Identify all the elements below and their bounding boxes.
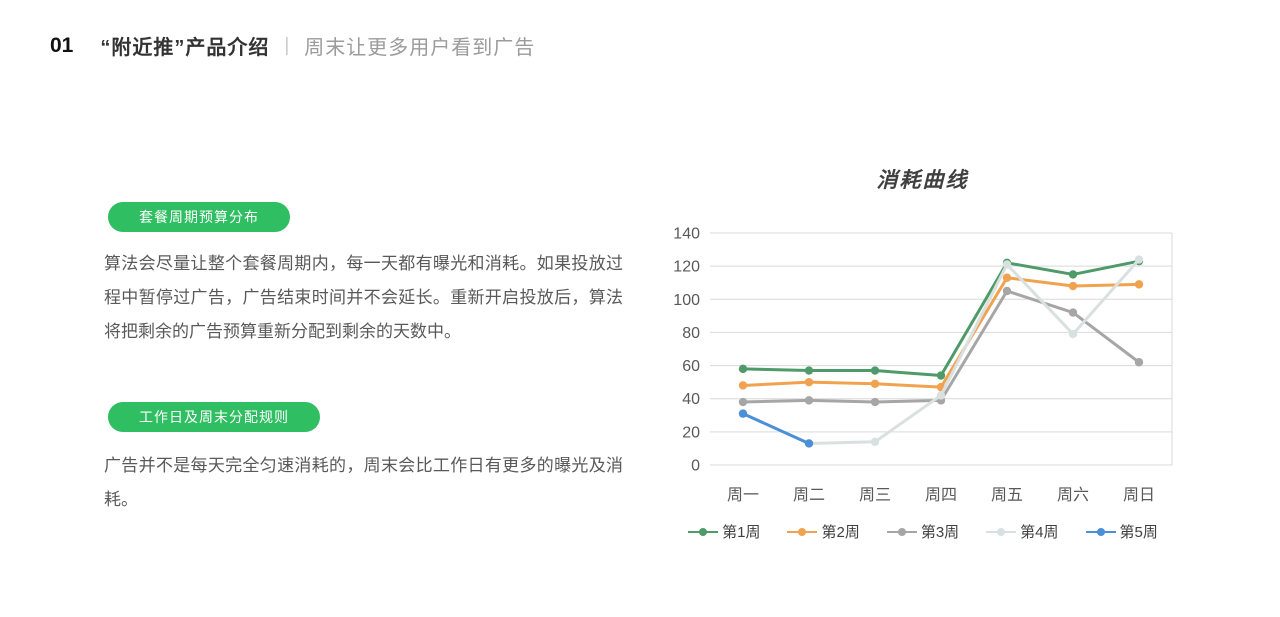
legend-label: 第1周 (722, 524, 761, 541)
x-tick-label: 周五 (991, 487, 1023, 504)
paragraph-budget-distribution: 算法会尽量让整个套餐周期内，每一天都有曝光和消耗。如果投放过程中暂停过广告，广告… (104, 254, 623, 341)
data-point-week3-周二 (804, 396, 814, 405)
data-point-week4-周三 (870, 437, 880, 446)
slide-header: 01 “附近推”产品介绍 | 周末让更多用户看到广告 (50, 31, 535, 60)
y-tick-label: 80 (682, 325, 700, 342)
data-point-week2-周二 (804, 377, 814, 387)
legend-label: 第5周 (1119, 524, 1158, 541)
data-point-week3-周六 (1068, 308, 1078, 317)
data-point-week2-周一 (738, 381, 748, 390)
y-tick-label: 0 (691, 458, 700, 475)
x-tick-label: 周日 (1123, 487, 1155, 504)
series-line-week4 (807, 258, 1141, 445)
badge-weekday-weekend-rule: 工作日及周末分配规则 (108, 402, 320, 432)
data-point-week3-周三 (870, 397, 880, 407)
data-point-week2-周三 (870, 379, 880, 388)
data-point-week1-周三 (870, 366, 880, 375)
y-tick-label: 20 (682, 424, 700, 441)
section-number: 01 (50, 33, 74, 57)
data-point-week3-周日 (1134, 358, 1144, 367)
series-line-week5 (741, 412, 811, 445)
legend-item-week1: 第1周 (687, 521, 760, 542)
page-title: “附近推”产品介绍 (100, 37, 270, 59)
y-tick-label: 100 (673, 292, 700, 309)
chart-legend: 第1周 第2周 第3周 第4周 第5周 (650, 521, 1195, 542)
x-tick-label: 周六 (1057, 486, 1089, 504)
legend-marker-icon (688, 527, 719, 536)
data-point-week4-周四 (936, 391, 946, 400)
page-subtitle: 周末让更多用户看到广告 (304, 37, 536, 59)
data-point-week2-周日 (1134, 280, 1144, 289)
legend-marker-icon (886, 527, 917, 536)
data-point-week2-周五 (1002, 273, 1012, 282)
y-tick-label: 60 (682, 358, 700, 375)
data-point-week4-周日 (1134, 255, 1144, 264)
data-point-week2-周六 (1068, 281, 1078, 291)
legend-marker-icon (1085, 527, 1116, 536)
y-tick-label: 120 (673, 259, 700, 276)
data-point-week4-周六 (1068, 329, 1078, 339)
legend-label: 第3周 (920, 524, 960, 541)
legend-item-week4: 第4周 (985, 521, 1059, 542)
data-point-week1-周四 (936, 371, 946, 380)
x-tick-label: 周四 (925, 487, 957, 504)
x-tick-label: 周二 (793, 487, 825, 504)
legend-label: 第2周 (821, 524, 860, 541)
x-tick-label: 周三 (859, 487, 891, 504)
badge-budget-distribution: 套餐周期预算分布 (108, 202, 290, 232)
y-tick-label: 40 (682, 391, 700, 408)
legend-item-week5: 第5周 (1085, 521, 1158, 542)
legend-item-week2: 第2周 (786, 521, 860, 542)
data-point-week4-周五 (1002, 260, 1012, 269)
consumption-chart: 消耗曲线 0 20 40 60 80 100 120 140 周一 周二 周三 周四 周五 周六 周日 第1… (650, 150, 1195, 542)
legend-item-week3: 第3周 (886, 521, 959, 542)
data-point-week3-周五 (1002, 286, 1012, 296)
paragraph-weekday-weekend-rule: 广告并不是每天完全匀速消耗的，周末会比工作日有更多的曝光及消耗。 (104, 456, 623, 509)
data-point-week1-周一 (738, 364, 748, 374)
title-divider: | (284, 34, 290, 56)
legend-marker-icon (787, 527, 818, 536)
chart-title: 消耗曲线 (876, 169, 969, 192)
x-tick-label: 周一 (727, 487, 759, 504)
data-point-week5-周一 (738, 409, 748, 418)
data-point-week1-周二 (804, 366, 814, 375)
legend-marker-icon (986, 527, 1017, 536)
y-tick-label: 140 (673, 226, 700, 243)
data-point-week3-周一 (738, 397, 748, 407)
legend-label: 第4周 (1020, 524, 1059, 541)
line-chart-plot: 0 20 40 60 80 100 120 140 周一 周二 周三 周四 周五 周六 周日 (673, 226, 1173, 504)
data-point-week5-周二 (804, 439, 814, 448)
data-point-week1-周六 (1068, 270, 1078, 279)
